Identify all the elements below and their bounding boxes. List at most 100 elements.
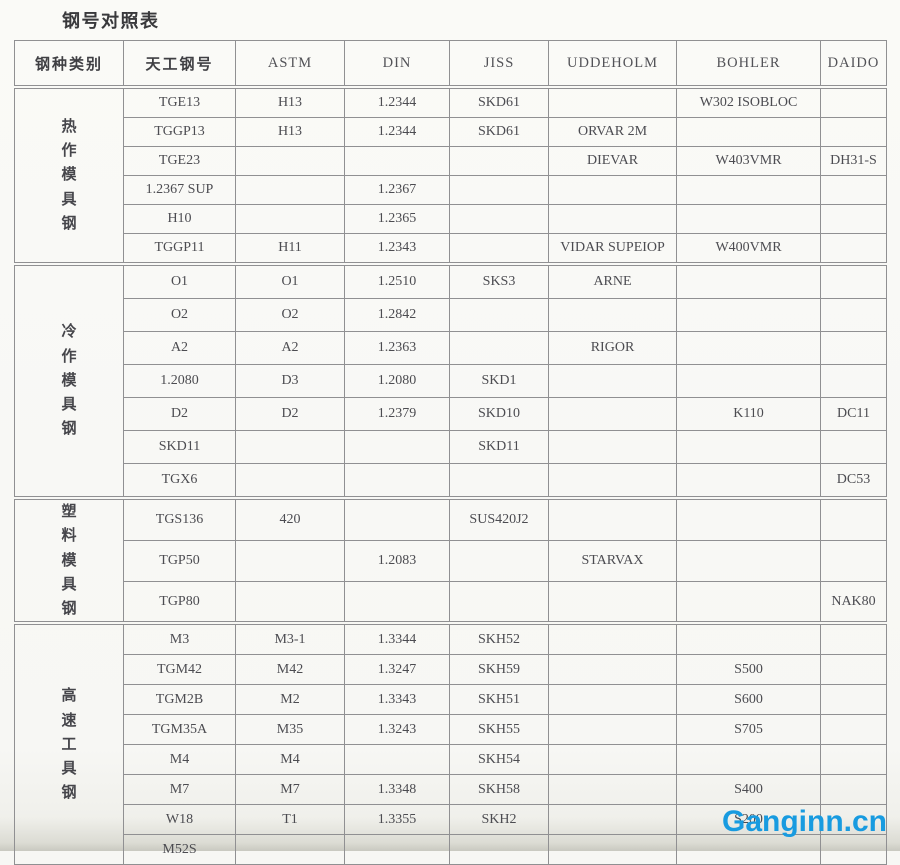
grade-cell bbox=[820, 624, 887, 656]
grade-cell: TGM42 bbox=[123, 654, 236, 686]
grade-cell: M42 bbox=[235, 654, 345, 686]
grade-cell: SKH2 bbox=[449, 804, 549, 836]
grade-cell: W302 ISOBLOC bbox=[676, 88, 821, 118]
table-row: TGM42 M42 1.3247 SKH59 S500 bbox=[15, 654, 887, 686]
grade-cell: SKD61 bbox=[449, 117, 549, 147]
grade-cell bbox=[676, 744, 821, 776]
grade-cell: 1.2344 bbox=[344, 88, 450, 118]
grade-cell: DC11 bbox=[820, 397, 887, 431]
grade-cell: SKH55 bbox=[449, 714, 549, 746]
table-header: 钢种类别 天工钢号 ASTM DIN JISS UDDEHOLM BOHLER DAIDO bbox=[14, 40, 887, 86]
grade-cell bbox=[676, 175, 821, 205]
grade-cell bbox=[676, 430, 821, 464]
grade-cell bbox=[676, 539, 821, 582]
header-row: 钢种类别 天工钢号 ASTM DIN JISS UDDEHOLM BOHLER DAIDO bbox=[14, 40, 887, 86]
grade-cell: DC53 bbox=[820, 463, 887, 497]
grade-cell: SKH54 bbox=[449, 744, 549, 776]
category-cell: 塑料模具钢 bbox=[14, 498, 124, 623]
grade-cell bbox=[344, 580, 450, 623]
grade-cell bbox=[235, 580, 345, 623]
grade-cell: M4 bbox=[235, 744, 345, 776]
grade-cell bbox=[548, 684, 677, 716]
grade-cell bbox=[344, 499, 450, 541]
table-row: TGM35A M35 1.3243 SKH55 S705 bbox=[15, 714, 887, 746]
grade-cell: M35 bbox=[235, 714, 345, 746]
table-row: 冷作模具钢 O1 O1 1.2510 SKS3 ARNE bbox=[14, 265, 887, 497]
table-row: TGE23 DIEVAR W403VMR DH31-S bbox=[15, 146, 887, 176]
grade-cell: D2 bbox=[235, 397, 345, 431]
grade-cell: TGE13 bbox=[123, 88, 236, 118]
grade-cell: STARVAX bbox=[548, 539, 677, 582]
table-row: TGX6 DC53 bbox=[15, 463, 887, 497]
table-row: 1.2080 D3 1.2080 SKD1 bbox=[15, 364, 887, 398]
grade-cell: 1.2367 bbox=[344, 175, 450, 205]
table-row: M4 M4 SKH54 bbox=[15, 744, 887, 776]
grade-cell bbox=[548, 298, 677, 332]
grade-cell: M7 bbox=[235, 774, 345, 806]
grade-cell bbox=[235, 204, 345, 234]
grade-cell bbox=[820, 364, 887, 398]
category-cell: 高速工具钢 bbox=[14, 624, 124, 865]
grade-cell: A2 bbox=[235, 331, 345, 365]
grade-cell bbox=[820, 430, 887, 464]
grade-cell: TGGP11 bbox=[123, 233, 236, 263]
grade-cell bbox=[820, 88, 887, 118]
grade-cell bbox=[449, 834, 549, 865]
table-section-2: 塑料模具钢 TGS136 420 SUS420J2 TGP50 1.2083 STARVAX… bbox=[14, 498, 887, 623]
grade-cell bbox=[235, 463, 345, 497]
grade-cell bbox=[676, 499, 821, 541]
grade-cell bbox=[548, 774, 677, 806]
grade-cell bbox=[820, 654, 887, 686]
grade-cell: SKD10 bbox=[449, 397, 549, 431]
grade-cell: SKH58 bbox=[449, 774, 549, 806]
grade-cell: O2 bbox=[235, 298, 345, 332]
grade-cell bbox=[676, 204, 821, 234]
grade-cell bbox=[820, 298, 887, 332]
grade-cell bbox=[344, 834, 450, 865]
grade-cell bbox=[820, 744, 887, 776]
grade-cell bbox=[676, 331, 821, 365]
grade-cell bbox=[548, 714, 677, 746]
grade-cell: M2 bbox=[235, 684, 345, 716]
grade-cell: SKS3 bbox=[449, 265, 549, 299]
grade-cell bbox=[344, 463, 450, 497]
table-row: 1.2367 SUP 1.2367 bbox=[15, 175, 887, 205]
grade-cell: W18 bbox=[123, 804, 236, 836]
grade-cell: 1.3348 bbox=[344, 774, 450, 806]
grade-cell bbox=[344, 146, 450, 176]
grade-cell: 1.2363 bbox=[344, 331, 450, 365]
grade-cell: SKD1 bbox=[449, 364, 549, 398]
grade-cell: TGP50 bbox=[123, 539, 236, 582]
table-row: TGGP13 H13 1.2344 SKD61 ORVAR 2M bbox=[15, 117, 887, 147]
grade-cell: W400VMR bbox=[676, 233, 821, 263]
grade-cell: 1.3247 bbox=[344, 654, 450, 686]
grade-cell bbox=[449, 331, 549, 365]
grade-cell: 1.3343 bbox=[344, 684, 450, 716]
grade-cell bbox=[344, 744, 450, 776]
grade-cell bbox=[449, 298, 549, 332]
grade-cell: 1.2365 bbox=[344, 204, 450, 234]
grade-cell: ARNE bbox=[548, 265, 677, 299]
grade-cell bbox=[449, 146, 549, 176]
table-section-0: 热作模具钢 TGE13 H13 1.2344 SKD61 W302 ISOBLOC TGGP… bbox=[14, 88, 887, 263]
grade-cell: A2 bbox=[123, 331, 236, 365]
grade-cell: O1 bbox=[235, 265, 345, 299]
grade-cell bbox=[820, 714, 887, 746]
grade-cell: NAK80 bbox=[820, 580, 887, 623]
table-row: M52S bbox=[15, 834, 887, 865]
grade-cell bbox=[676, 463, 821, 497]
grade-cell: S400 bbox=[676, 774, 821, 806]
grade-cell: 1.3355 bbox=[344, 804, 450, 836]
grade-cell bbox=[820, 684, 887, 716]
grade-cell bbox=[676, 580, 821, 623]
grade-cell bbox=[548, 88, 677, 118]
category-cell: 热作模具钢 bbox=[14, 88, 124, 263]
table-row: TGGP11 H11 1.2343 VIDAR SUPEIOP W400VMR bbox=[15, 233, 887, 263]
grade-cell bbox=[548, 463, 677, 497]
grade-cell: S200 bbox=[676, 804, 821, 836]
grade-cell: 1.2367 SUP bbox=[123, 175, 236, 205]
grade-cell: 1.2344 bbox=[344, 117, 450, 147]
grade-cell: VIDAR SUPEIOP bbox=[548, 233, 677, 263]
grade-cell: H11 bbox=[235, 233, 345, 263]
grade-cell bbox=[676, 298, 821, 332]
